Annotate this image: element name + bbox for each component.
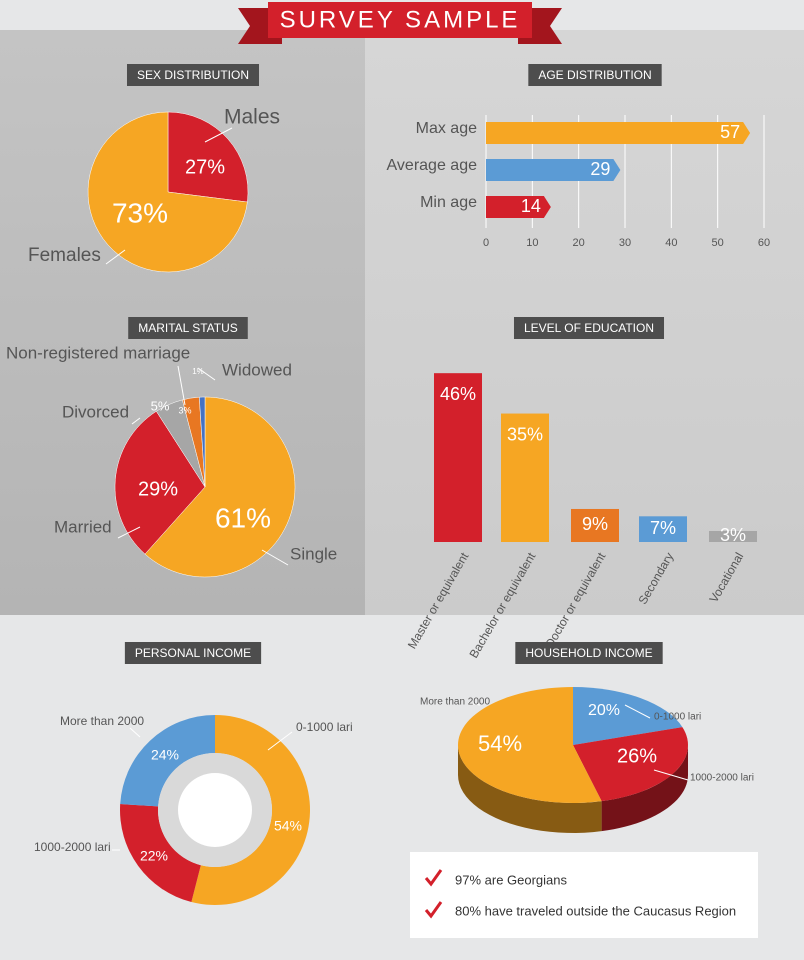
leader-line bbox=[131, 417, 141, 425]
y-tick-label: Max age bbox=[416, 120, 477, 137]
section-title: LEVEL OF EDUCATION bbox=[524, 321, 654, 335]
pie-slice bbox=[457, 687, 602, 804]
bar bbox=[486, 196, 551, 218]
value-label: 3% bbox=[178, 405, 191, 415]
pie-slice bbox=[114, 410, 206, 555]
leader-line bbox=[653, 769, 689, 781]
bar bbox=[639, 516, 687, 542]
slice-label: Males bbox=[224, 106, 280, 129]
bar bbox=[571, 508, 619, 542]
value-label: 20% bbox=[588, 702, 620, 719]
leader-line bbox=[129, 727, 141, 738]
slice-label: More than 2000 bbox=[420, 697, 490, 708]
bar bbox=[501, 413, 549, 542]
value-label: 35% bbox=[507, 424, 543, 444]
y-tick-label: Average age bbox=[387, 157, 478, 174]
slice-label: 1000-2000 lari bbox=[690, 773, 754, 784]
value-label: 57 bbox=[720, 122, 740, 142]
slice-side bbox=[458, 745, 602, 833]
value-label: 14 bbox=[521, 196, 541, 216]
x-tick-label: 50 bbox=[712, 237, 724, 249]
x-tick-label: 30 bbox=[619, 237, 631, 249]
bar bbox=[486, 159, 621, 181]
value-label: 5% bbox=[151, 398, 170, 413]
x-tick-label: 20 bbox=[573, 237, 585, 249]
section-title-box bbox=[528, 64, 662, 86]
section-title: MARITAL STATUS bbox=[138, 321, 238, 335]
slice-label: 1000-2000 lari bbox=[34, 840, 111, 854]
x-tick-label: 10 bbox=[526, 237, 538, 249]
slice-label: Non-registered marriage bbox=[6, 343, 190, 362]
x-tick-label: 60 bbox=[758, 237, 770, 249]
page-title: SURVEY SAMPLE bbox=[280, 6, 521, 33]
bar bbox=[434, 373, 482, 542]
slice-label: Females bbox=[28, 245, 101, 266]
value-label: 24% bbox=[151, 747, 179, 763]
bar bbox=[709, 530, 757, 542]
value-label: 7% bbox=[650, 518, 676, 538]
value-label: 46% bbox=[440, 384, 476, 404]
section-title-box bbox=[126, 64, 260, 86]
leader-line bbox=[117, 526, 141, 539]
value-label: 29% bbox=[138, 478, 178, 500]
notes-box bbox=[410, 852, 758, 938]
donut-hole bbox=[178, 773, 252, 847]
slice-side bbox=[601, 745, 688, 832]
slice-label: Widowed bbox=[222, 360, 292, 379]
section-title-box bbox=[513, 317, 665, 339]
section-title: AGE DISTRIBUTION bbox=[538, 68, 651, 82]
value-label: 22% bbox=[140, 848, 168, 864]
check-icon bbox=[424, 869, 443, 887]
pie-slice bbox=[573, 727, 688, 802]
leader-line bbox=[267, 731, 293, 751]
value-label: 61% bbox=[215, 502, 271, 533]
note: 97% are Georgians bbox=[455, 872, 568, 887]
leader-line bbox=[261, 549, 289, 566]
value-label: 9% bbox=[582, 514, 608, 534]
slice-label: Divorced bbox=[62, 402, 129, 421]
value-label: 3% bbox=[720, 525, 746, 545]
donut-slice bbox=[120, 804, 201, 903]
x-tick-label: 40 bbox=[665, 237, 677, 249]
note: 80% have traveled outside the Caucasus R… bbox=[455, 903, 736, 918]
leader-line bbox=[467, 702, 481, 706]
leader-line bbox=[105, 249, 126, 265]
section-title-box bbox=[124, 642, 262, 664]
pie-slice bbox=[167, 111, 249, 203]
leader-line bbox=[204, 127, 233, 143]
pie-slice bbox=[199, 396, 206, 488]
value-label: 54% bbox=[478, 731, 522, 756]
pie-slice bbox=[573, 687, 683, 745]
bar bbox=[486, 122, 751, 144]
value-label: 27% bbox=[185, 156, 225, 178]
slice-label: 0-1000 lari bbox=[654, 712, 701, 723]
leader-line bbox=[624, 704, 651, 719]
banner: SURVEY SAMPLE bbox=[238, 2, 562, 44]
section-title: PERSONAL INCOME bbox=[135, 646, 251, 660]
pie-slice bbox=[144, 396, 296, 578]
section-title: SEX DISTRIBUTION bbox=[137, 68, 249, 82]
section-title-box bbox=[515, 642, 663, 664]
slice-label: Married bbox=[54, 517, 112, 536]
slice-label: More than 2000 bbox=[60, 714, 144, 728]
donut-slice bbox=[120, 715, 215, 807]
y-tick-label: Min age bbox=[420, 194, 477, 211]
slice-label: 0-1000 lari bbox=[296, 720, 353, 734]
x-tick-label: 0 bbox=[483, 237, 489, 249]
leader-line bbox=[177, 365, 186, 406]
section-title-box bbox=[128, 317, 248, 339]
slice-label: Single bbox=[290, 544, 337, 563]
pie-slice bbox=[87, 111, 248, 273]
value-label: 73% bbox=[112, 197, 168, 228]
value-label: 29 bbox=[590, 159, 610, 179]
check-icon bbox=[424, 901, 443, 919]
section-title: HOUSEHOLD INCOME bbox=[525, 646, 652, 660]
value-label: 54% bbox=[274, 818, 302, 834]
value-label: 26% bbox=[617, 745, 657, 767]
leader-line bbox=[197, 367, 216, 381]
value-label: 1% bbox=[192, 367, 204, 376]
donut-slice bbox=[191, 715, 311, 905]
